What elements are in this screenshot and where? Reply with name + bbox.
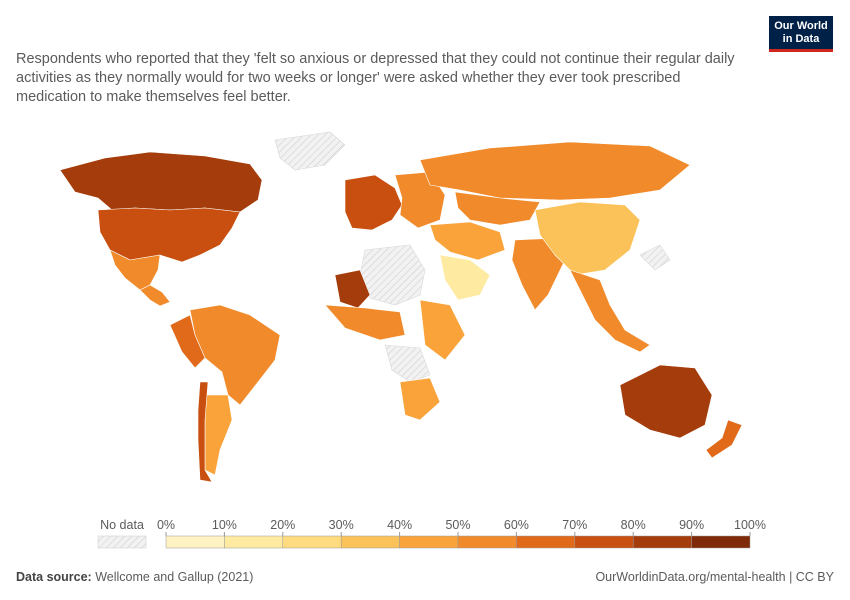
region-south-africa[interactable] [399, 377, 441, 421]
region-kazakhstan[interactable] [454, 191, 541, 226]
legend-tick-label: 0% [157, 518, 175, 532]
region-argentina[interactable] [204, 394, 233, 476]
legend-tick-label: 40% [387, 518, 412, 532]
legend-tick-label: 80% [621, 518, 646, 532]
legend-bin-1 [224, 535, 284, 549]
no-data-region-1 [274, 131, 346, 171]
legend-bin-4 [399, 535, 459, 549]
legend-bin-3 [340, 535, 400, 549]
region-united-states[interactable] [97, 207, 241, 263]
region-canada[interactable] [59, 151, 263, 213]
logo-line-2: in Data [782, 33, 820, 45]
no-data-region-3 [384, 344, 431, 383]
legend-tick-label: 60% [504, 518, 529, 532]
legend-bin-2 [282, 535, 342, 549]
legend-bin-0 [165, 535, 225, 549]
region-saudi-arabia[interactable] [439, 254, 491, 301]
legend-bin-8 [632, 535, 692, 549]
owid-logo[interactable]: Our World in Data [769, 16, 833, 52]
legend-bin-9 [691, 535, 751, 549]
logo-line-1: Our World [774, 20, 828, 32]
legend-tick-label: 10% [212, 518, 237, 532]
footer-url[interactable]: OurWorldinData.org/mental-health | CC BY [595, 570, 834, 584]
region-western-europe[interactable] [344, 174, 403, 231]
region-chile[interactable] [197, 381, 213, 483]
region-russia[interactable] [419, 141, 691, 201]
region-new-zealand[interactable] [705, 419, 743, 459]
legend-tick-label: 70% [562, 518, 587, 532]
world-map [59, 131, 743, 483]
source-label: Data source: [16, 570, 92, 584]
legend-tick-label: 20% [270, 518, 295, 532]
region-mali[interactable] [334, 269, 371, 309]
legend-no-data-swatch [97, 535, 147, 549]
region-australia[interactable] [619, 364, 713, 439]
no-data-region-4 [639, 244, 671, 271]
region-west-africa[interactable] [324, 304, 406, 341]
region-china[interactable] [534, 201, 641, 276]
legend-bin-6 [516, 535, 576, 549]
source-value: Wellcome and Gallup (2021) [95, 570, 254, 584]
chart-subtitle: Respondents who reported that they 'felt… [16, 51, 735, 105]
region-middle-east[interactable] [429, 221, 506, 261]
legend-no-data-label: No data [100, 518, 144, 532]
legend-tick-label: 90% [679, 518, 704, 532]
legend-tick-label: 50% [445, 518, 470, 532]
region-central-america[interactable] [139, 284, 171, 307]
region-peru[interactable] [169, 314, 206, 369]
legend-tick-label: 30% [329, 518, 354, 532]
legend-bin-5 [457, 535, 517, 549]
legend-bin-7 [574, 535, 634, 549]
legend-tick-label: 100% [734, 518, 766, 532]
region-east-africa[interactable] [419, 299, 466, 361]
region-southeast-asia[interactable] [569, 269, 651, 353]
footer-source: Data source: Wellcome and Gallup (2021) [16, 570, 253, 584]
map-legend: No data 0% 10% 20% 30% 40% 50% 60% 70% 80% 90% 100… [97, 518, 766, 549]
no-data-region-2 [359, 244, 426, 306]
